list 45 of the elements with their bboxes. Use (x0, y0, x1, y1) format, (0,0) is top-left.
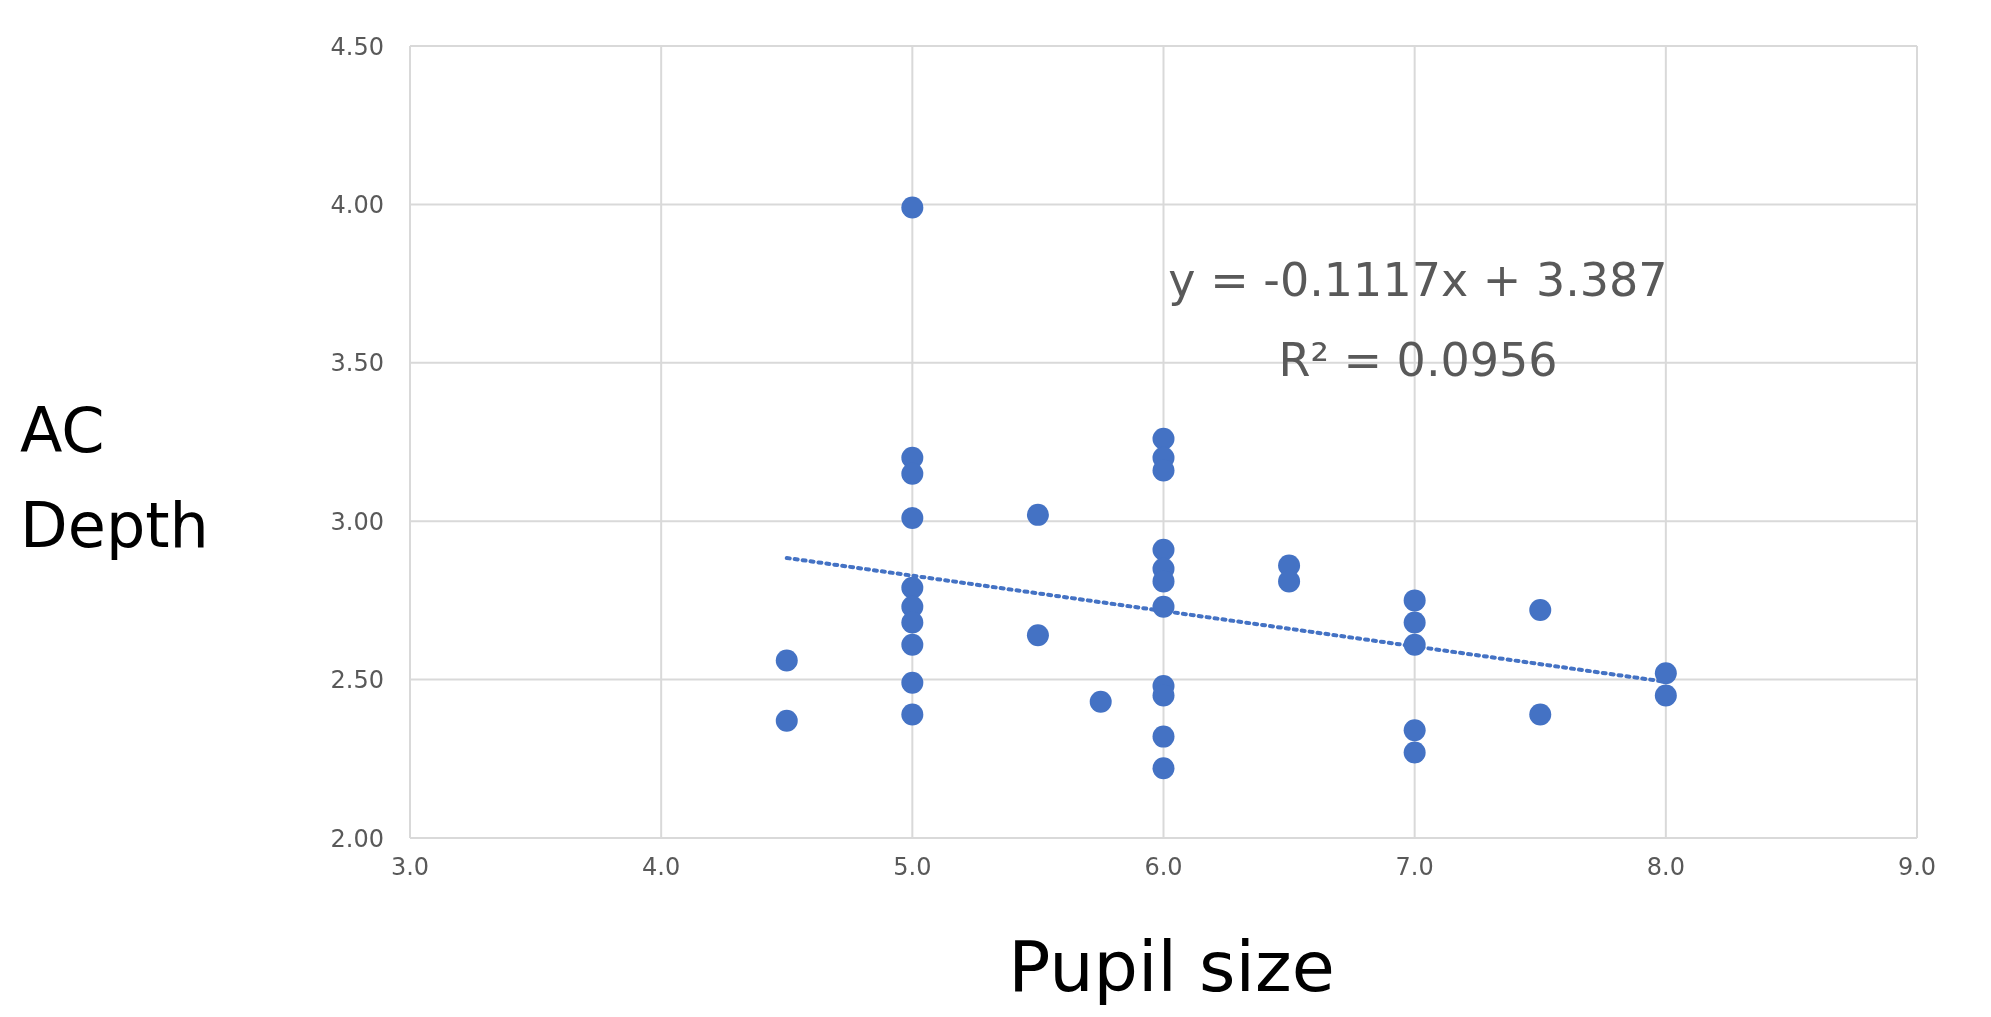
y-tick-label: 3.00 (330, 507, 384, 536)
annotation: R² = 0.0956 (1277, 333, 1559, 387)
point (1152, 427, 1175, 450)
point (901, 633, 924, 656)
x-tick-label: 9.0 (1897, 853, 1937, 882)
point (1403, 719, 1426, 742)
point (1654, 662, 1677, 685)
point (901, 703, 924, 726)
point (775, 649, 798, 672)
point (901, 462, 924, 485)
point (775, 709, 798, 732)
y-tick-label: 3.50 (330, 349, 384, 378)
point (1403, 611, 1426, 634)
point (1152, 595, 1175, 618)
x-tick-label: 4.0 (642, 853, 681, 882)
annotation: y = -0.1117x + 3.387 (1167, 253, 1669, 307)
point (901, 611, 924, 634)
point (1278, 570, 1301, 593)
point (1152, 538, 1175, 561)
point (1026, 503, 1049, 526)
point (901, 196, 924, 219)
point (1403, 633, 1426, 656)
x-tick-label: 5.0 (893, 853, 932, 882)
point (1026, 624, 1049, 647)
point (1529, 598, 1552, 621)
x-tick-label: 7.0 (1395, 853, 1434, 882)
point (1654, 684, 1677, 707)
x-tick-label: 3.0 (390, 853, 430, 882)
point (901, 671, 924, 694)
point (1152, 757, 1175, 780)
point (1089, 690, 1112, 713)
x-tick-label: 6.0 (1144, 853, 1183, 882)
y-tick-label: 4.50 (330, 32, 384, 61)
point (901, 576, 924, 599)
y-tick-label: 2.50 (330, 666, 384, 695)
point (901, 507, 924, 530)
x-axis-title: Pupil size (1007, 926, 1336, 1008)
point (1403, 741, 1426, 764)
y-axis-title: AC Depth (20, 393, 210, 564)
y-tick-label: 4.00 (330, 190, 384, 219)
y-tick-label: 2.00 (330, 824, 384, 853)
x-tick-label: 8.0 (1646, 853, 1685, 882)
point (1403, 589, 1426, 612)
point (1529, 703, 1552, 726)
point (1152, 725, 1175, 748)
